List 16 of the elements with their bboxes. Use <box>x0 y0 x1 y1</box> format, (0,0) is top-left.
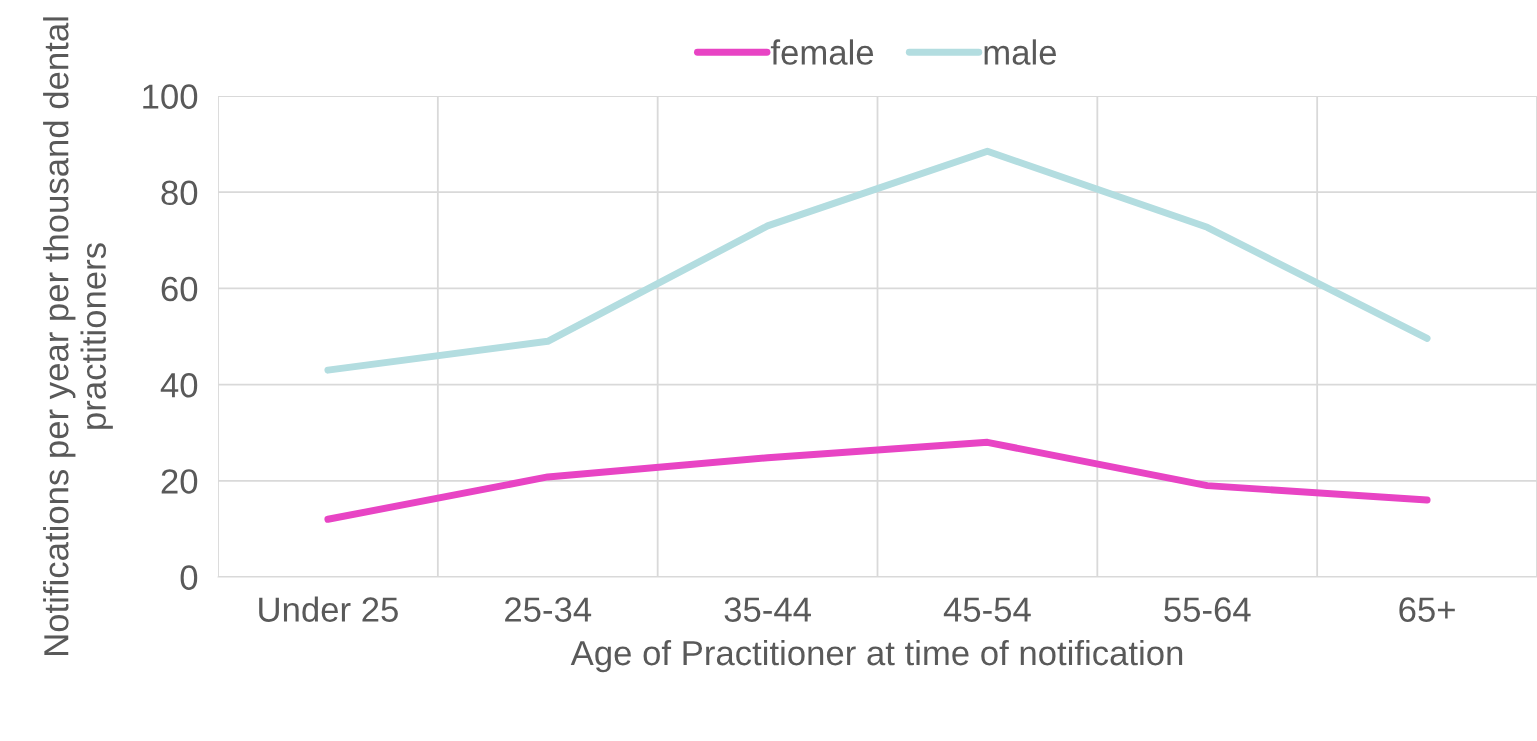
x-tick-label: 25-34 <box>505 597 592 622</box>
x-tick-label: 65+ <box>1399 597 1455 622</box>
y-tick-label: 100 <box>143 84 198 109</box>
x-tick-label: 55-64 <box>1164 597 1251 622</box>
y-tick-label: 20 <box>161 469 198 494</box>
legend-label: female <box>770 39 874 65</box>
x-tick-label: 35-44 <box>724 597 811 622</box>
y-tick-label: 60 <box>161 276 198 302</box>
y-tick-label: 40 <box>160 372 198 398</box>
x-tick-label: 45-54 <box>943 597 1031 622</box>
y-tick-label: 0 <box>180 565 198 590</box>
y-tick-label: 80 <box>161 180 198 206</box>
x-tick-label: Under 25 <box>259 596 398 622</box>
x-axis-title: Age of Practitioner at time of notification <box>570 639 1183 673</box>
y-axis-title: Notifications per year per thousand dental practitioners <box>43 17 113 655</box>
legend-label: male <box>984 39 1056 65</box>
